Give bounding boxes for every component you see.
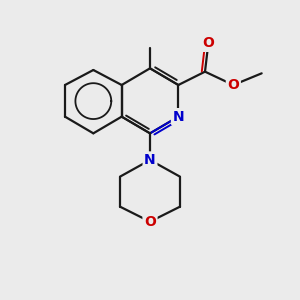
Text: O: O: [202, 36, 214, 50]
Text: O: O: [227, 78, 239, 92]
Text: O: O: [144, 215, 156, 229]
Text: N: N: [172, 110, 184, 124]
Text: N: N: [144, 153, 156, 167]
